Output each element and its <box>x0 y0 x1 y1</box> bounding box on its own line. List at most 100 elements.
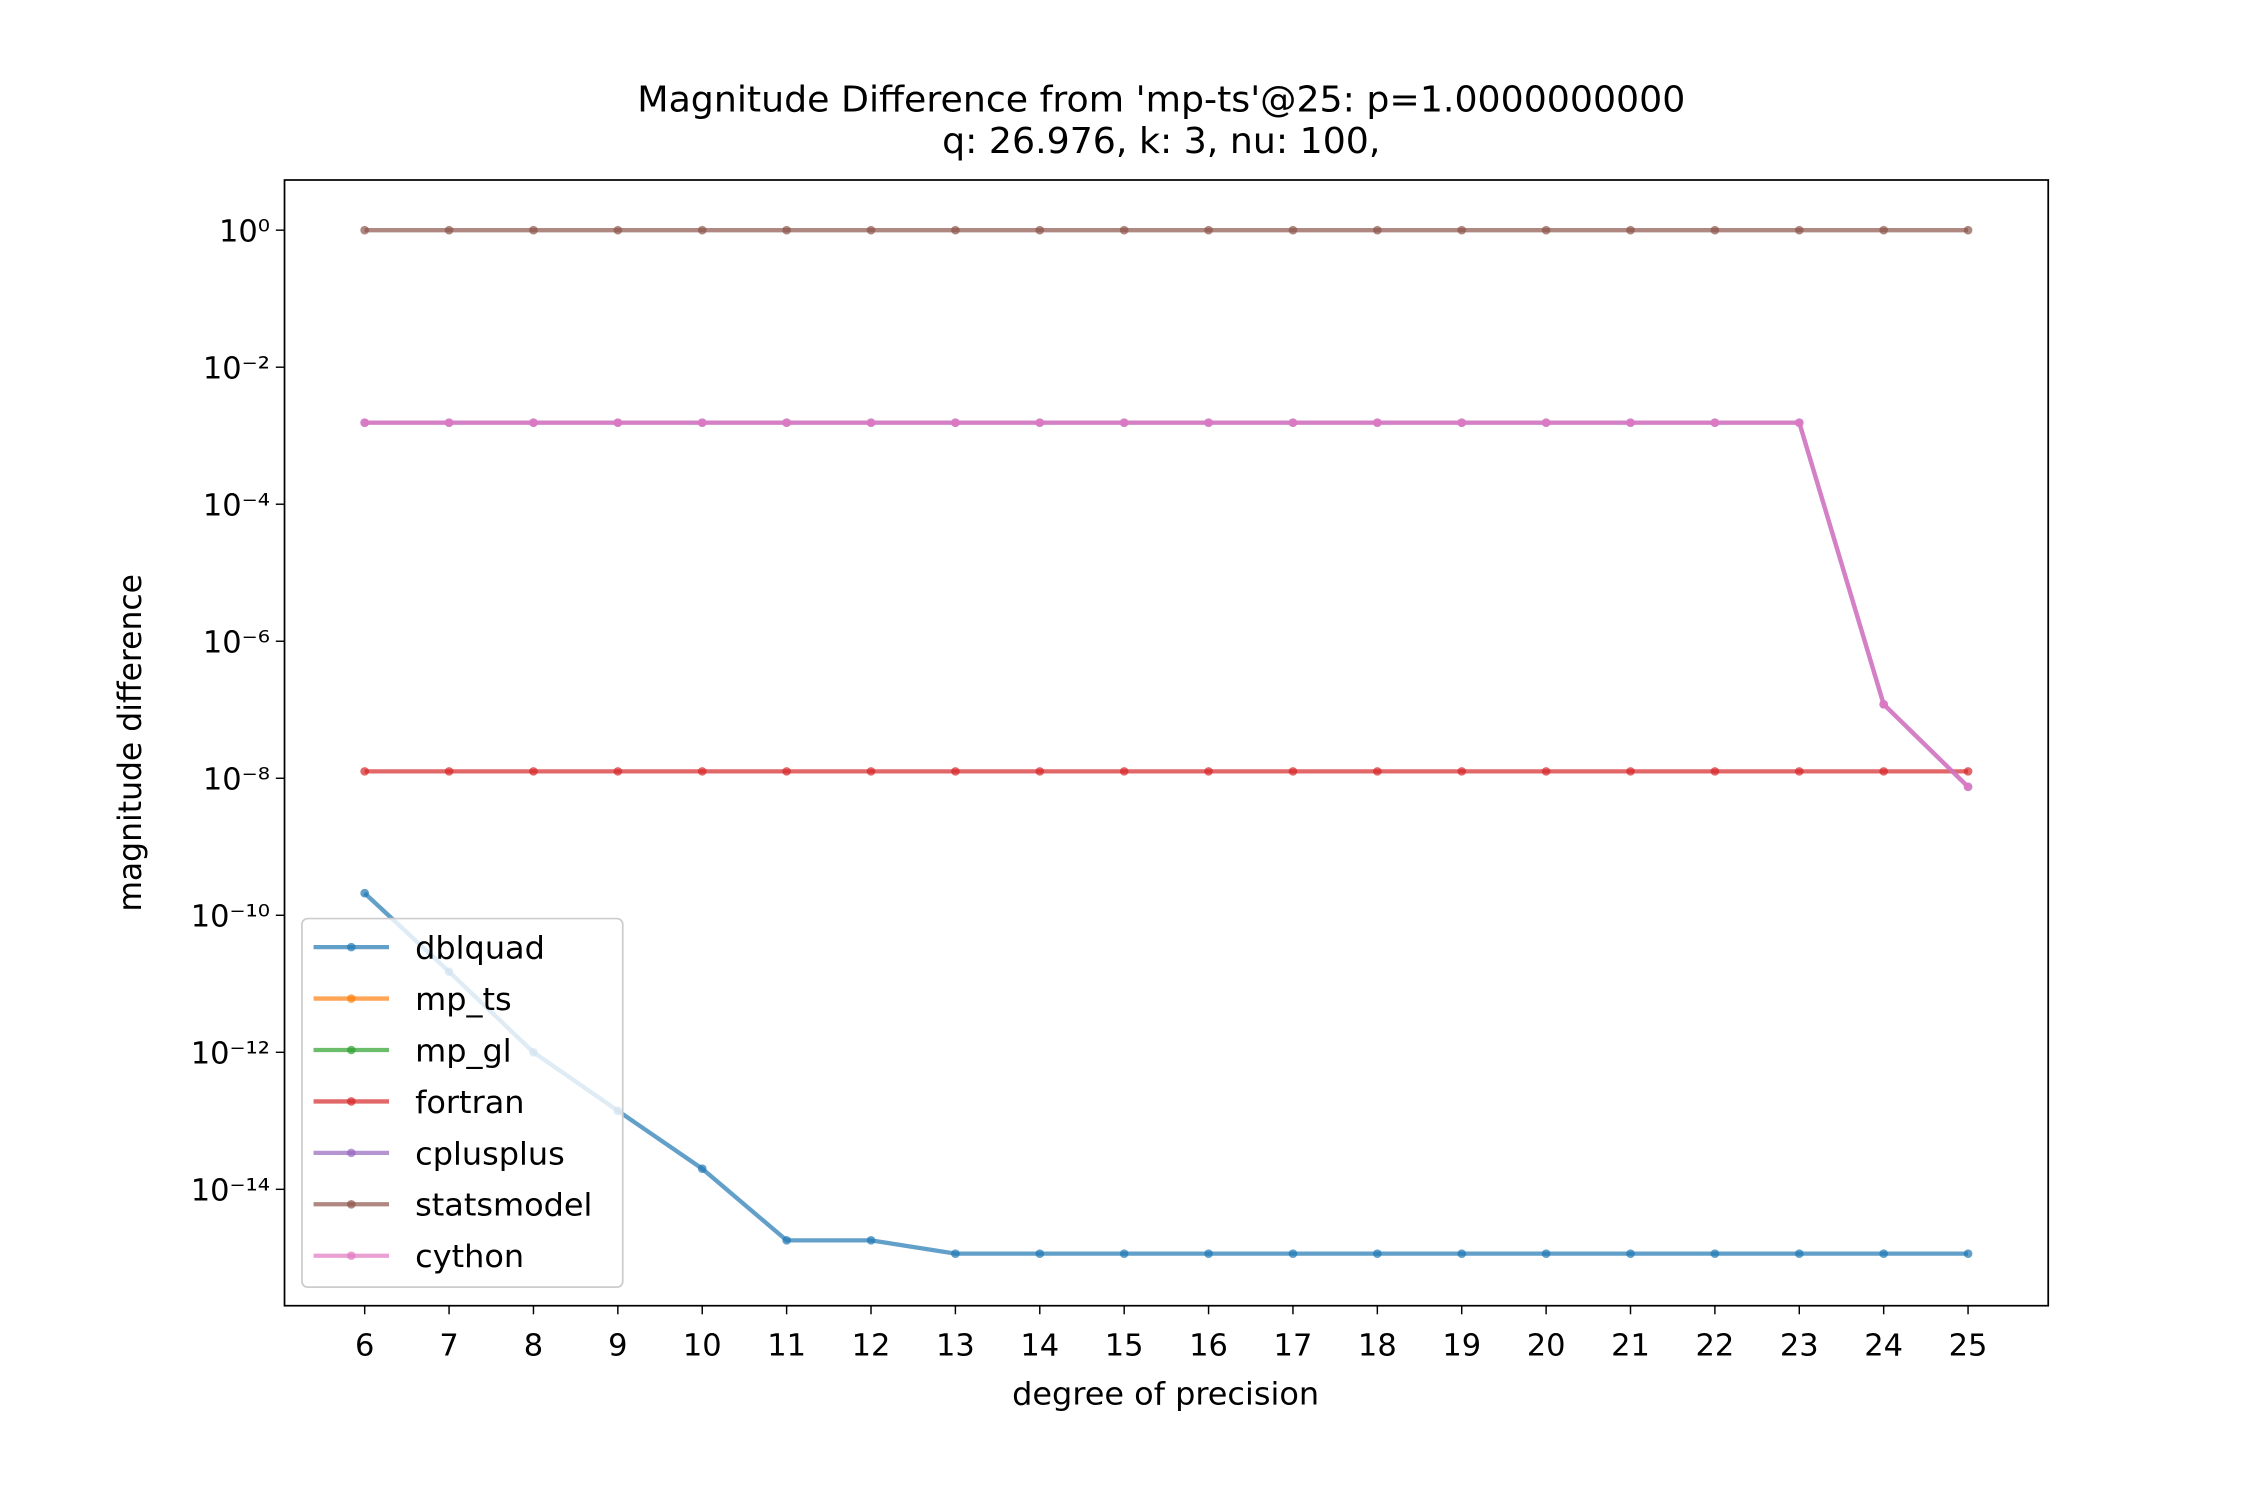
legend-marker <box>346 942 356 952</box>
legend-marker <box>346 1097 356 1106</box>
y-tick-label: 10⁻⁸ <box>203 763 270 798</box>
series-marker <box>1204 418 1213 427</box>
y-tick-label: 10⁻⁴ <box>203 489 270 524</box>
x-tick-label: 19 <box>1442 1329 1481 1364</box>
series-marker <box>1541 1249 1551 1258</box>
series-marker <box>1879 225 1889 235</box>
series-marker <box>951 1249 960 1258</box>
x-tick-label: 6 <box>355 1329 374 1364</box>
series-marker <box>1288 1249 1298 1258</box>
series-marker <box>1288 225 1298 235</box>
series-marker <box>444 767 454 776</box>
series-marker <box>1119 225 1129 235</box>
y-axis-label: magnitude difference <box>113 574 149 912</box>
x-tick-label: 24 <box>1864 1329 1903 1364</box>
series-marker <box>1794 767 1804 776</box>
legend-label: fortran <box>415 1085 524 1121</box>
series-marker <box>1457 1249 1467 1258</box>
series-marker <box>529 225 538 235</box>
series-marker <box>1119 1249 1129 1258</box>
series-marker <box>1457 418 1467 427</box>
series-marker <box>529 418 538 427</box>
legend-label: dblquad <box>415 931 545 967</box>
series-marker <box>1288 767 1298 776</box>
series-marker <box>951 418 960 427</box>
series-marker <box>613 225 623 235</box>
legend-label: mp_ts <box>415 982 511 1018</box>
series-marker <box>1035 225 1045 235</box>
series-marker <box>1541 418 1551 427</box>
plot-area <box>360 225 1973 1258</box>
x-tick-label: 15 <box>1105 1329 1144 1364</box>
series-marker <box>613 767 623 776</box>
series-marker <box>1457 767 1467 776</box>
legend-marker <box>346 1251 356 1260</box>
series-marker <box>1288 418 1298 427</box>
y-tick-label: 10⁻² <box>203 352 270 387</box>
series-marker <box>1372 418 1382 427</box>
series-marker <box>1626 767 1635 776</box>
series-marker <box>782 418 791 427</box>
series-marker <box>782 1236 791 1245</box>
series-marker <box>1963 1249 1973 1258</box>
series-marker <box>866 418 876 427</box>
series-marker <box>1626 225 1635 235</box>
series-marker <box>866 767 876 776</box>
series-marker <box>1879 700 1889 709</box>
legend-marker <box>346 1148 356 1158</box>
series-marker <box>1119 767 1129 776</box>
x-tick-label: 7 <box>439 1329 458 1364</box>
series-marker <box>1710 767 1720 776</box>
series-marker <box>1541 767 1551 776</box>
plot-frame <box>283 179 2050 1307</box>
series-marker <box>1710 1249 1720 1258</box>
series-marker <box>444 418 454 427</box>
series-marker <box>1963 782 1973 792</box>
series-marker <box>1710 225 1720 235</box>
series-marker <box>1710 418 1720 427</box>
x-tick-label: 13 <box>936 1329 975 1364</box>
series-marker <box>1204 1249 1213 1258</box>
series-marker <box>1204 767 1213 776</box>
series-marker <box>444 225 454 235</box>
x-tick-label: 10 <box>683 1329 722 1364</box>
series-marker <box>951 767 960 776</box>
series-line <box>363 891 1969 1256</box>
series-marker <box>697 767 707 776</box>
series-marker <box>1879 767 1889 776</box>
legend-box <box>301 917 624 1288</box>
series-marker <box>1372 1249 1382 1258</box>
y-tick-label: 10⁻¹⁴ <box>191 1174 270 1209</box>
series-marker <box>360 418 370 427</box>
series-marker <box>1204 225 1213 235</box>
series-marker <box>1035 767 1045 776</box>
series-marker <box>697 418 707 427</box>
x-tick-label: 20 <box>1527 1329 1566 1364</box>
legend-marker <box>346 1045 356 1055</box>
legend-marker <box>346 1200 356 1209</box>
x-tick-label: 9 <box>608 1329 627 1364</box>
series-marker <box>782 225 791 235</box>
series-marker <box>1879 1249 1889 1258</box>
series-marker <box>1794 1249 1804 1258</box>
series-marker <box>360 767 370 776</box>
x-tick-label: 12 <box>852 1329 891 1364</box>
series-marker <box>1372 225 1382 235</box>
legend-label: cython <box>415 1239 524 1275</box>
x-tick-label: 16 <box>1189 1329 1228 1364</box>
series-marker <box>866 225 876 235</box>
x-tick-label: 14 <box>1020 1329 1059 1364</box>
series-marker <box>866 1236 876 1245</box>
series-marker <box>1794 225 1804 235</box>
series-marker <box>1794 418 1804 427</box>
x-axis-label: degree of precision <box>1012 1377 1319 1413</box>
series-marker <box>1035 418 1045 427</box>
series-marker <box>1457 225 1467 235</box>
x-tick-label: 22 <box>1695 1329 1734 1364</box>
series-line <box>364 420 1970 789</box>
x-tick-label: 18 <box>1358 1329 1397 1364</box>
series-marker <box>1963 225 1973 235</box>
chart-title: Magnitude Difference from 'mp-ts'@25: p=… <box>637 80 1685 121</box>
series-marker <box>1372 767 1382 776</box>
series-marker <box>697 225 707 235</box>
